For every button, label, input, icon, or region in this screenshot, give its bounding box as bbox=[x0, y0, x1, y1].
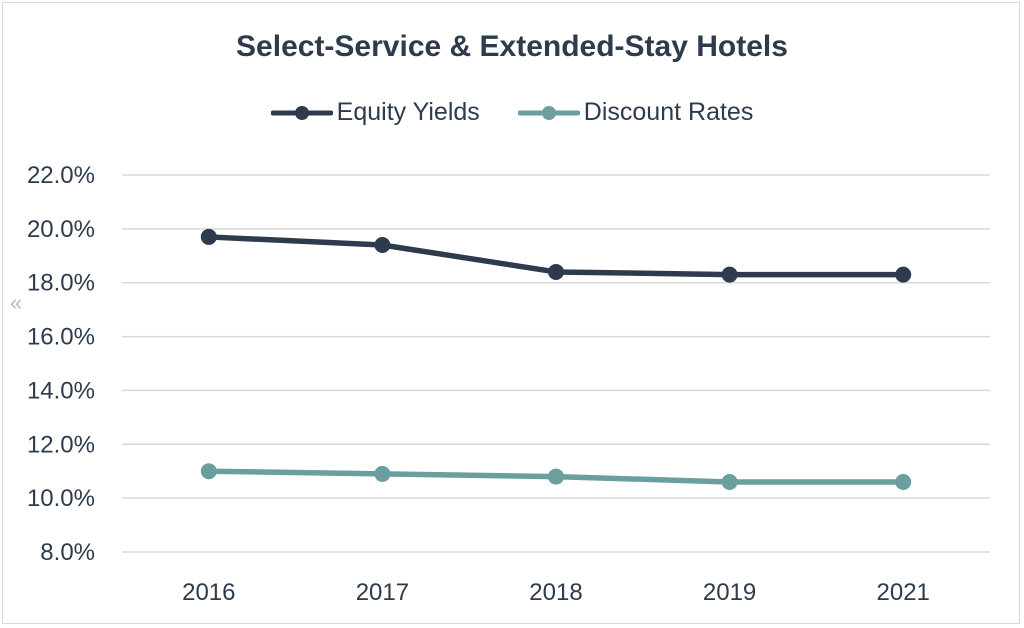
data-point bbox=[895, 266, 912, 283]
legend-label-equity-yields: Equity Yields bbox=[336, 98, 480, 126]
y-tick-label: 10.0% bbox=[27, 485, 95, 512]
x-tick-label: 2016 bbox=[182, 579, 235, 606]
y-tick-label: 14.0% bbox=[27, 377, 95, 404]
data-point bbox=[721, 266, 738, 283]
chart-title: Select-Service & Extended-Stay Hotels bbox=[236, 30, 788, 63]
data-point bbox=[374, 237, 391, 254]
x-tick-label: 2021 bbox=[877, 579, 930, 606]
data-point bbox=[548, 468, 564, 485]
data-point bbox=[721, 473, 738, 490]
legend-item-equity-yields: Equity Yields bbox=[270, 98, 480, 127]
y-tick-label: 22.0% bbox=[27, 162, 95, 189]
data-point bbox=[374, 465, 391, 482]
y-tick-label: 20.0% bbox=[27, 216, 95, 243]
y-tick-label: 16.0% bbox=[27, 324, 95, 351]
double-chevron-left-icon[interactable]: « bbox=[10, 290, 23, 315]
data-point bbox=[200, 228, 217, 245]
chart-legend: Equity Yields Discount Rates bbox=[0, 98, 1024, 127]
y-tick-label: 18.0% bbox=[27, 270, 95, 297]
legend-item-discount-rates: Discount Rates bbox=[517, 98, 754, 127]
data-point bbox=[200, 463, 217, 480]
data-point bbox=[895, 473, 912, 490]
legend-swatch-equity-yields bbox=[270, 105, 333, 120]
legend-label-discount-rates: Discount Rates bbox=[583, 98, 754, 126]
y-tick-label: 8.0% bbox=[40, 539, 95, 566]
x-tick-label: 2018 bbox=[529, 579, 582, 606]
x-tick-label: 2019 bbox=[703, 579, 756, 606]
data-point bbox=[548, 263, 564, 280]
x-tick-label: 2017 bbox=[356, 579, 409, 606]
y-tick-label: 12.0% bbox=[27, 431, 95, 458]
legend-swatch-discount-rates bbox=[517, 105, 580, 120]
